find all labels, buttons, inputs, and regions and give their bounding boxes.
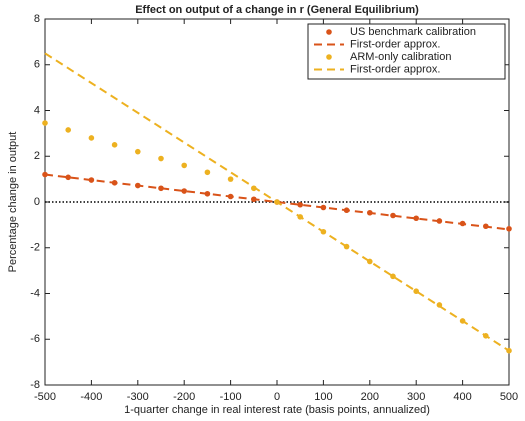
x-tick-label: -500 [34,391,56,403]
legend-swatch [326,29,332,35]
data-point [506,225,512,232]
data-point [297,201,304,208]
x-axis-label: 1-quarter change in real interest rate (… [124,404,430,416]
y-tick-label: -8 [30,379,40,391]
x-tick-label: -400 [80,391,102,403]
data-point [42,120,48,126]
approx-line [44,52,510,352]
data-point [65,127,71,133]
x-tick-label: 100 [314,391,332,403]
y-tick-label: 4 [34,104,40,116]
data-point [158,185,164,192]
data-point [158,155,164,162]
data-point [204,169,211,176]
x-tick-label: 500 [500,391,518,403]
data-point [181,188,187,194]
data-point [413,215,420,222]
data-point [135,148,141,155]
y-tick-label: -6 [30,333,40,345]
data-point [390,273,396,280]
x-tick-label: 400 [453,391,471,403]
legend-label: First-order approx. [350,38,440,50]
legend-label: ARM-only calibration [350,51,451,63]
data-point [227,176,234,182]
y-tick-label: -2 [30,242,40,254]
y-tick-label: 6 [34,59,40,71]
legend-label: US benchmark calibration [350,26,476,38]
x-tick-label: 0 [274,391,280,403]
y-tick-label: 0 [34,196,40,208]
x-tick-label: 300 [407,391,425,403]
data-point [111,142,118,148]
y-tick-label: 2 [34,150,40,162]
y-axis-label: Percentage change in output [7,132,19,273]
data-point [88,135,95,141]
y-tick-label: -4 [30,287,40,299]
legend-label: First-order approx. [350,63,440,75]
data-point [181,162,187,169]
data-point [65,174,71,181]
x-tick-label: 200 [361,391,379,403]
x-tick-label: -100 [220,391,242,403]
legend-swatch [326,54,332,60]
x-tick-label: -200 [173,391,195,403]
x-tick-label: -300 [127,391,149,403]
chart-title: Effect on output of a change in r (Gener… [135,4,419,16]
y-tick-label: 8 [34,13,40,25]
